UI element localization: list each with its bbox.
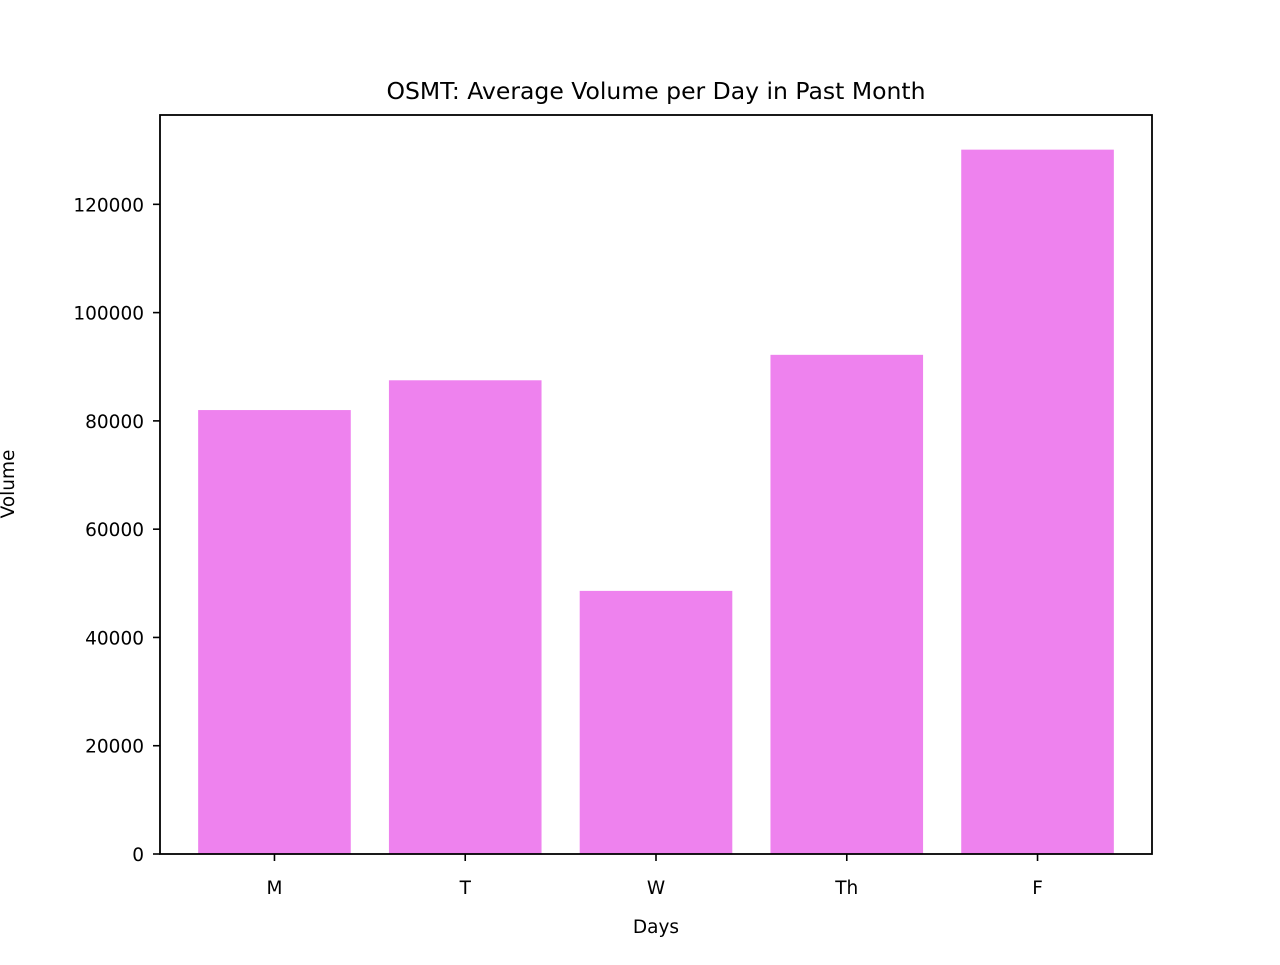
- x-tick-label: Th: [834, 878, 858, 899]
- x-tick-label: T: [459, 878, 472, 899]
- bar-t: [388, 380, 542, 854]
- bar-th: [770, 354, 924, 854]
- y-axis-label: Volume: [0, 450, 19, 519]
- bars-group: [198, 149, 1114, 855]
- y-tick-label: 0: [132, 845, 144, 866]
- x-tick-label: W: [647, 878, 665, 899]
- y-tick-label: 80000: [85, 412, 144, 433]
- x-tick-label: F: [1032, 878, 1043, 899]
- x-axis-ticks: M T W Th F: [266, 854, 1043, 899]
- chart-title: OSMT: Average Volume per Day in Past Mon…: [386, 77, 925, 105]
- y-tick-label: 120000: [73, 195, 144, 216]
- x-tick-label: M: [266, 878, 282, 899]
- y-tick-label: 100000: [73, 304, 144, 325]
- bar-m: [198, 410, 351, 854]
- y-tick-label: 60000: [85, 520, 144, 541]
- y-axis-ticks: 0 20000 40000 60000 80000 100000 120000: [73, 195, 160, 866]
- y-tick-label: 20000: [85, 737, 144, 758]
- bar-w: [579, 590, 733, 854]
- x-axis-label: Days: [633, 917, 679, 938]
- bar-f: [961, 149, 1114, 855]
- y-tick-label: 40000: [85, 628, 144, 649]
